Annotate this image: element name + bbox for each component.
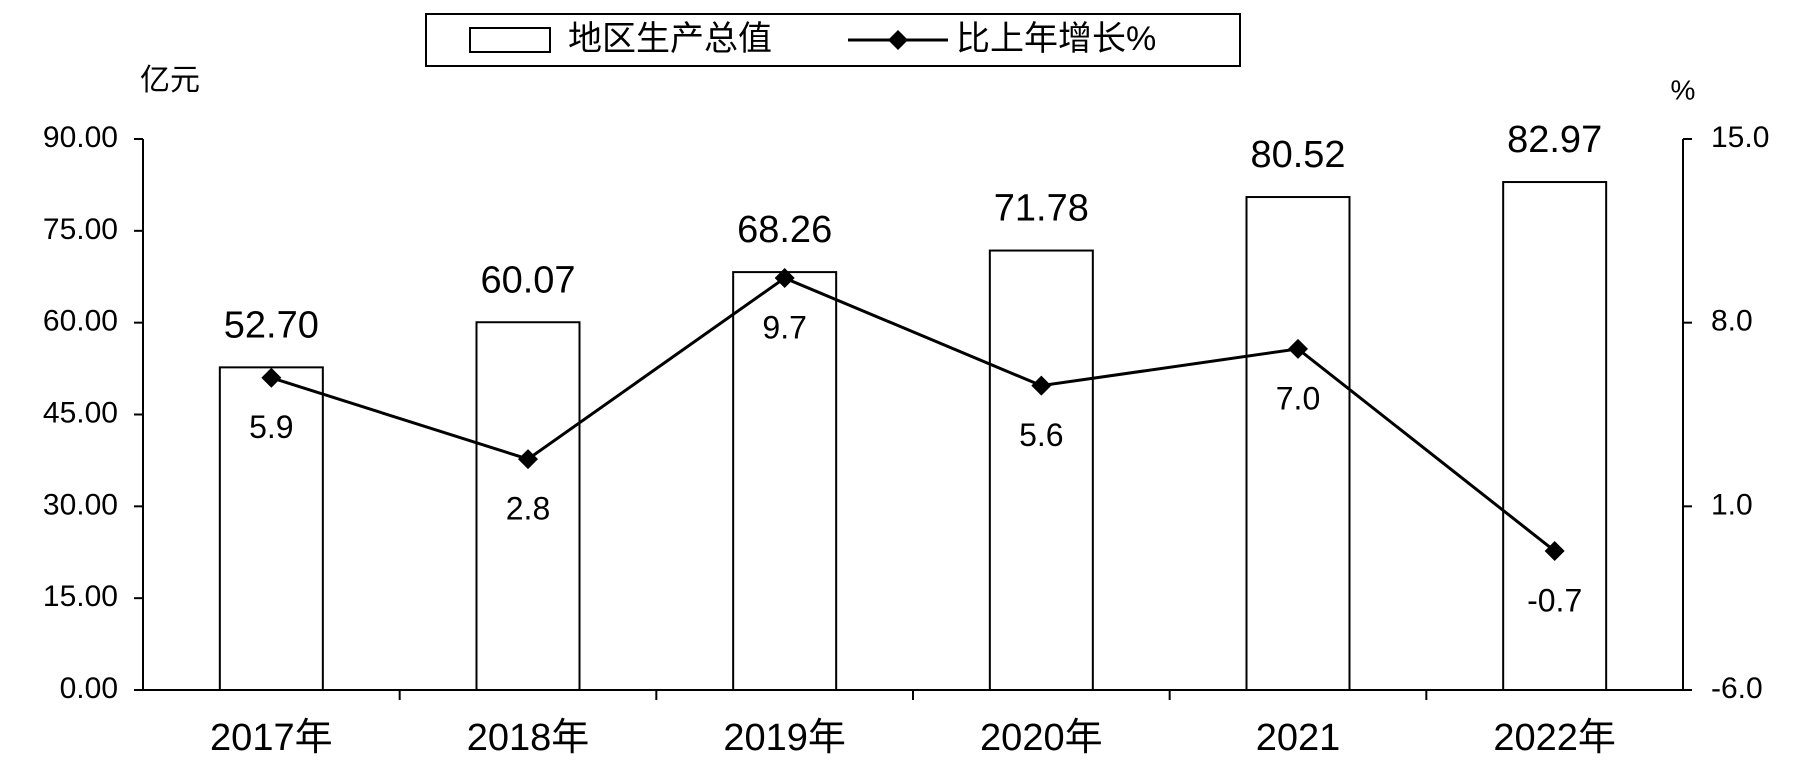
- legend-label: 地区生产总值: [568, 20, 772, 58]
- bar-value-label: 60.07: [480, 259, 575, 301]
- line-marker: [1031, 375, 1052, 396]
- legend-swatch: [469, 27, 551, 53]
- bar: [988, 249, 1094, 692]
- line-value-label: 5.9: [249, 409, 293, 445]
- legend-box: [425, 13, 1241, 67]
- legend-label: 比上年增长%: [956, 20, 1156, 58]
- bar: [475, 321, 581, 691]
- line-value-label: 9.7: [762, 310, 806, 346]
- bar: [732, 271, 838, 691]
- y-tick-label: 0.00: [60, 672, 118, 705]
- y2-tick-label: 1.0: [1711, 488, 1753, 521]
- line: [270, 276, 1556, 553]
- line-value-label: 7.0: [1276, 380, 1320, 416]
- line-marker: [261, 367, 282, 388]
- bar-value-label: 68.26: [737, 209, 832, 251]
- x-tick-label: 2020年: [980, 717, 1103, 759]
- bar: [1245, 196, 1351, 691]
- legend-marker: [888, 30, 908, 50]
- bar-value-label: 52.70: [224, 304, 319, 346]
- y-tick-label: 90.00: [43, 121, 118, 154]
- x-tick-label: 2021: [1256, 717, 1341, 759]
- line-value-label: 2.8: [506, 491, 550, 527]
- bar-value-label: 80.52: [1250, 134, 1345, 176]
- x-tick-label: 2022年: [1493, 717, 1616, 759]
- x-tick-label: 2019年: [723, 717, 846, 759]
- bar: [1502, 181, 1608, 691]
- bar-value-label: 71.78: [994, 188, 1089, 230]
- y-tick-label: 60.00: [43, 305, 118, 338]
- y-tick-label: 15.00: [43, 580, 118, 613]
- line-value-label: -0.7: [1527, 582, 1582, 618]
- line-marker: [1288, 338, 1308, 359]
- line-marker: [518, 449, 538, 470]
- bar: [218, 366, 324, 691]
- y2-tick-label: 15.0: [1711, 121, 1769, 154]
- y-tick-label: 45.00: [43, 396, 118, 429]
- x-tick-label: 2018年: [467, 717, 590, 759]
- y2-tick-label: -6.0: [1711, 672, 1763, 705]
- line-marker: [774, 268, 795, 289]
- y2-axis-label: %: [1671, 74, 1696, 105]
- y-axis-label: 亿元: [140, 64, 200, 97]
- line-marker: [1544, 540, 1565, 561]
- y2-tick-label: 8.0: [1711, 305, 1753, 338]
- x-tick-label: 2017年: [210, 717, 333, 759]
- line-value-label: 5.6: [1019, 417, 1063, 453]
- y-tick-label: 30.00: [43, 488, 118, 521]
- bar-value-label: 82.97: [1507, 119, 1602, 161]
- y-tick-label: 75.00: [43, 213, 118, 246]
